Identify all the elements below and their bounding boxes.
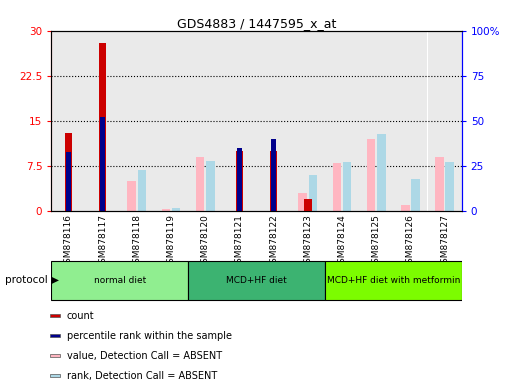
Bar xyxy=(256,31,291,211)
Bar xyxy=(235,151,243,211)
Bar xyxy=(51,31,86,211)
Bar xyxy=(50,334,60,337)
Bar xyxy=(188,261,325,300)
Bar xyxy=(50,354,60,357)
Bar xyxy=(427,31,462,211)
Bar xyxy=(367,139,376,211)
Bar xyxy=(359,31,393,211)
Bar xyxy=(270,151,278,211)
Title: GDS4883 / 1447595_x_at: GDS4883 / 1447595_x_at xyxy=(177,17,336,30)
Bar xyxy=(299,193,307,211)
Bar xyxy=(127,181,136,211)
Bar xyxy=(411,179,420,211)
Bar xyxy=(332,163,341,211)
Text: MCD+HF diet with metformin: MCD+HF diet with metformin xyxy=(327,276,460,285)
Bar xyxy=(51,261,188,300)
Bar xyxy=(66,152,70,211)
Bar xyxy=(196,157,204,211)
Bar xyxy=(65,133,72,211)
Bar xyxy=(120,31,154,211)
Bar xyxy=(304,199,311,211)
Text: rank, Detection Call = ABSENT: rank, Detection Call = ABSENT xyxy=(67,371,217,381)
Text: protocol ▶: protocol ▶ xyxy=(5,275,59,285)
Bar xyxy=(222,31,256,211)
Bar xyxy=(377,134,386,211)
Bar xyxy=(162,209,170,211)
Bar xyxy=(101,118,105,211)
Bar xyxy=(98,43,106,211)
Text: value, Detection Call = ABSENT: value, Detection Call = ABSENT xyxy=(67,351,222,361)
Bar xyxy=(271,139,275,211)
Bar xyxy=(188,31,222,211)
Text: percentile rank within the sample: percentile rank within the sample xyxy=(67,331,232,341)
Bar xyxy=(393,31,427,211)
Text: normal diet: normal diet xyxy=(93,276,146,285)
Bar xyxy=(401,205,409,211)
Bar xyxy=(137,170,146,211)
Bar xyxy=(237,148,242,211)
Bar xyxy=(445,162,454,211)
Bar xyxy=(50,314,60,317)
Bar xyxy=(172,209,181,211)
Bar xyxy=(206,161,214,211)
Text: count: count xyxy=(67,311,94,321)
Bar xyxy=(435,157,444,211)
Bar xyxy=(154,31,188,211)
Bar xyxy=(50,374,60,377)
Bar xyxy=(86,31,120,211)
Bar xyxy=(325,31,359,211)
Bar xyxy=(309,175,317,211)
Bar xyxy=(325,261,462,300)
Bar xyxy=(343,162,351,211)
Text: MCD+HF diet: MCD+HF diet xyxy=(226,276,287,285)
Bar xyxy=(291,31,325,211)
